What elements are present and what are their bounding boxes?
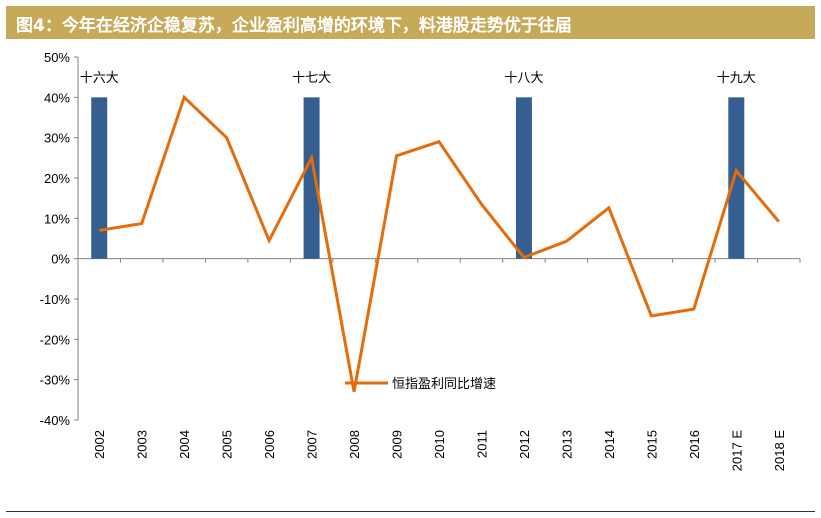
chart-axes xyxy=(74,56,801,421)
earnings-growth-series xyxy=(98,94,780,393)
x-tick-label: 2018 E xyxy=(772,430,787,472)
y-tick-label: -30% xyxy=(40,373,71,388)
x-tick-label: 2016 xyxy=(687,430,702,459)
congress-bar xyxy=(728,97,745,259)
y-tick-label: 50% xyxy=(44,50,70,65)
congress-label: 十七大 xyxy=(292,71,331,86)
congress-label: 十六大 xyxy=(80,71,119,86)
bottom-divider xyxy=(6,511,815,512)
x-tick-label: 2010 xyxy=(432,430,447,459)
congress-bars xyxy=(91,97,745,259)
y-tick-label: 30% xyxy=(44,131,70,146)
growth-line xyxy=(98,94,780,393)
x-tick-label: 2005 xyxy=(220,430,235,459)
chart-title-banner: 图4：今年在经济企稳复苏，企业盈利高增的环境下，料港股走势优于往届 xyxy=(6,6,815,39)
x-tick-label: 2015 xyxy=(644,430,659,459)
x-tick-label: 2003 xyxy=(135,430,150,459)
y-tick-labels: 50% 40% 30% 20% 10% 0% -10% -20% -30% -40% xyxy=(40,50,71,428)
x-tick-labels: 2002 2003 2004 2005 2006 2007 2008 2009 2010 2011… xyxy=(92,430,787,472)
x-tick-label: 2013 xyxy=(559,430,574,459)
congress-label: 十八大 xyxy=(504,71,543,86)
congress-label: 十九大 xyxy=(717,71,756,86)
x-tick-label: 2007 xyxy=(305,430,320,459)
x-tick-label: 2004 xyxy=(177,430,192,459)
y-tick-label: 10% xyxy=(44,211,70,226)
x-tick-label: 2014 xyxy=(602,430,617,459)
x-tick-label: 2008 xyxy=(347,430,362,459)
congress-bar xyxy=(91,97,108,259)
x-tick-label: 2011 xyxy=(474,430,489,458)
y-tick-label: -10% xyxy=(40,292,71,307)
legend-label: 恒指盈利同比增速 xyxy=(392,377,496,392)
x-tick-label: 2012 xyxy=(517,430,532,459)
y-tick-label: -40% xyxy=(40,413,71,428)
x-tick-label: 2017 E xyxy=(729,430,744,472)
y-tick-label: 40% xyxy=(44,90,70,105)
legend: 恒指盈利同比增速 xyxy=(345,377,496,392)
x-tick-label: 2009 xyxy=(390,430,405,459)
congress-bar xyxy=(303,97,320,259)
y-tick-label: 0% xyxy=(51,252,70,267)
chart-title: 图4：今年在经济企稳复苏，企业盈利高增的环境下，料港股走势优于往届 xyxy=(16,16,572,36)
congress-bar xyxy=(515,97,532,259)
x-tick-label: 2002 xyxy=(92,430,107,459)
y-tick-label: 20% xyxy=(44,171,70,186)
congress-labels: 十六大 十七大 十八大 十九大 xyxy=(80,71,756,86)
y-tick-label: -20% xyxy=(40,332,71,347)
x-tick-label: 2006 xyxy=(262,430,277,459)
